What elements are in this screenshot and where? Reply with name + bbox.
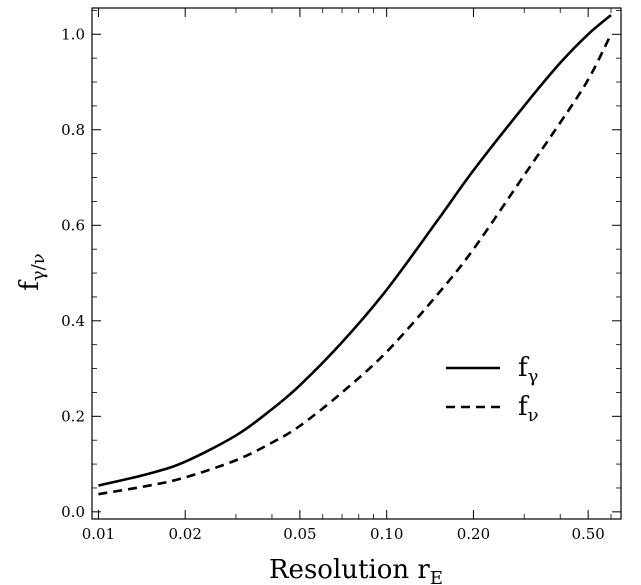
y-axis-label: fγ/ν (15, 253, 49, 290)
legend-label-f-nu-subscript: ν (528, 405, 539, 426)
y-tick-label: 0.4 (61, 312, 85, 330)
y-tick-label: 0.6 (61, 216, 85, 234)
legend: fγ fν (446, 353, 539, 426)
x-tick-label: 0.50 (571, 525, 604, 543)
y-axis-label-main: f (15, 279, 45, 291)
y-axis-label-subscript: γ/ν (28, 253, 49, 281)
y-tick-label: 1.0 (61, 25, 85, 43)
series-line-f-gamma (98, 14, 612, 487)
y-tick-label: 0.0 (61, 503, 85, 521)
legend-label-f-gamma-main: f (518, 353, 530, 383)
x-tick-label: 0.10 (370, 525, 403, 543)
x-axis-label-subscript: E (430, 568, 443, 585)
x-tick-label: 0.02 (168, 525, 201, 543)
axis-ticks (92, 8, 621, 519)
x-tick-label: 0.05 (283, 525, 316, 543)
series-line-f-nu (98, 33, 613, 496)
x-axis-label-main: Resolution r (269, 555, 430, 585)
x-axis-label: Resolution rE (269, 555, 443, 585)
legend-label-f-nu-main: f (518, 392, 530, 422)
legend-label-f-gamma-subscript: γ (528, 366, 539, 387)
legend-label-f-gamma: fγ (518, 353, 538, 387)
x-tick-label: 0.01 (82, 525, 115, 543)
y-tick-label: 0.2 (61, 407, 85, 425)
legend-label-f-nu: fν (518, 392, 539, 426)
series-lines (98, 14, 613, 496)
y-tick-label: 0.8 (61, 121, 85, 139)
tick-labels: 0.01 0.02 0.05 0.10 0.20 0.50 0.0 0.2 0.4 0.6 0.8 1… (61, 25, 605, 543)
plot-frame (91, 7, 622, 520)
x-tick-label: 0.20 (457, 525, 490, 543)
